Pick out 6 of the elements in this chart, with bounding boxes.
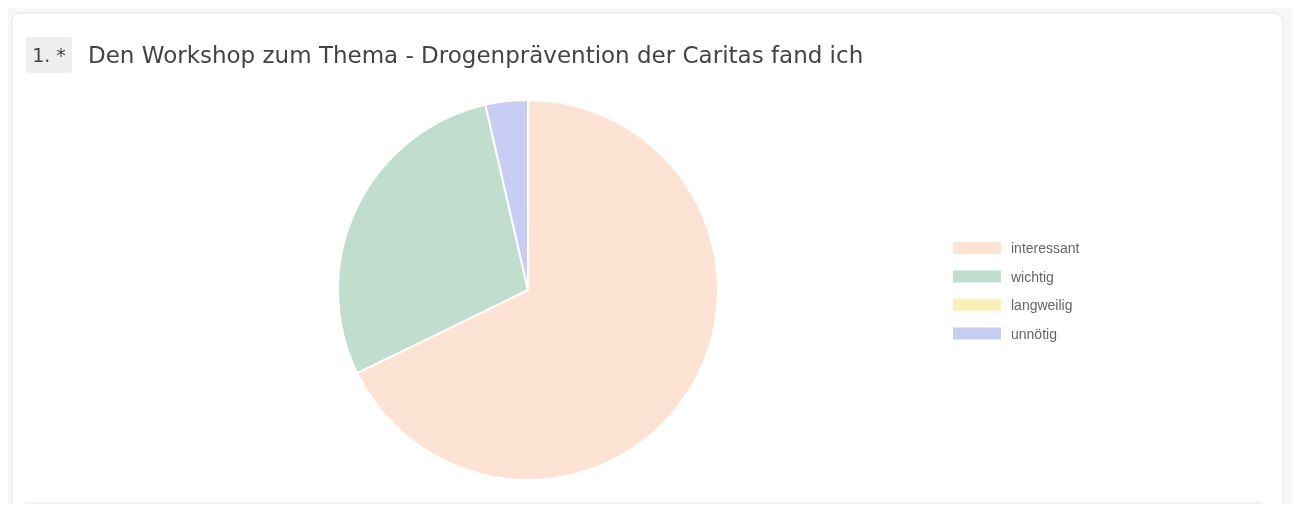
legend-label: interessant [1011,240,1080,256]
legend-label: unnötig [1011,325,1057,342]
text: 1. * [32,44,66,66]
chart-title: Den Workshop zum Thema - Drogenprävention der Caritas fand ich [88,42,864,68]
legend-label: langweilig [1011,297,1073,313]
legend-label: wichtig [1010,268,1054,285]
